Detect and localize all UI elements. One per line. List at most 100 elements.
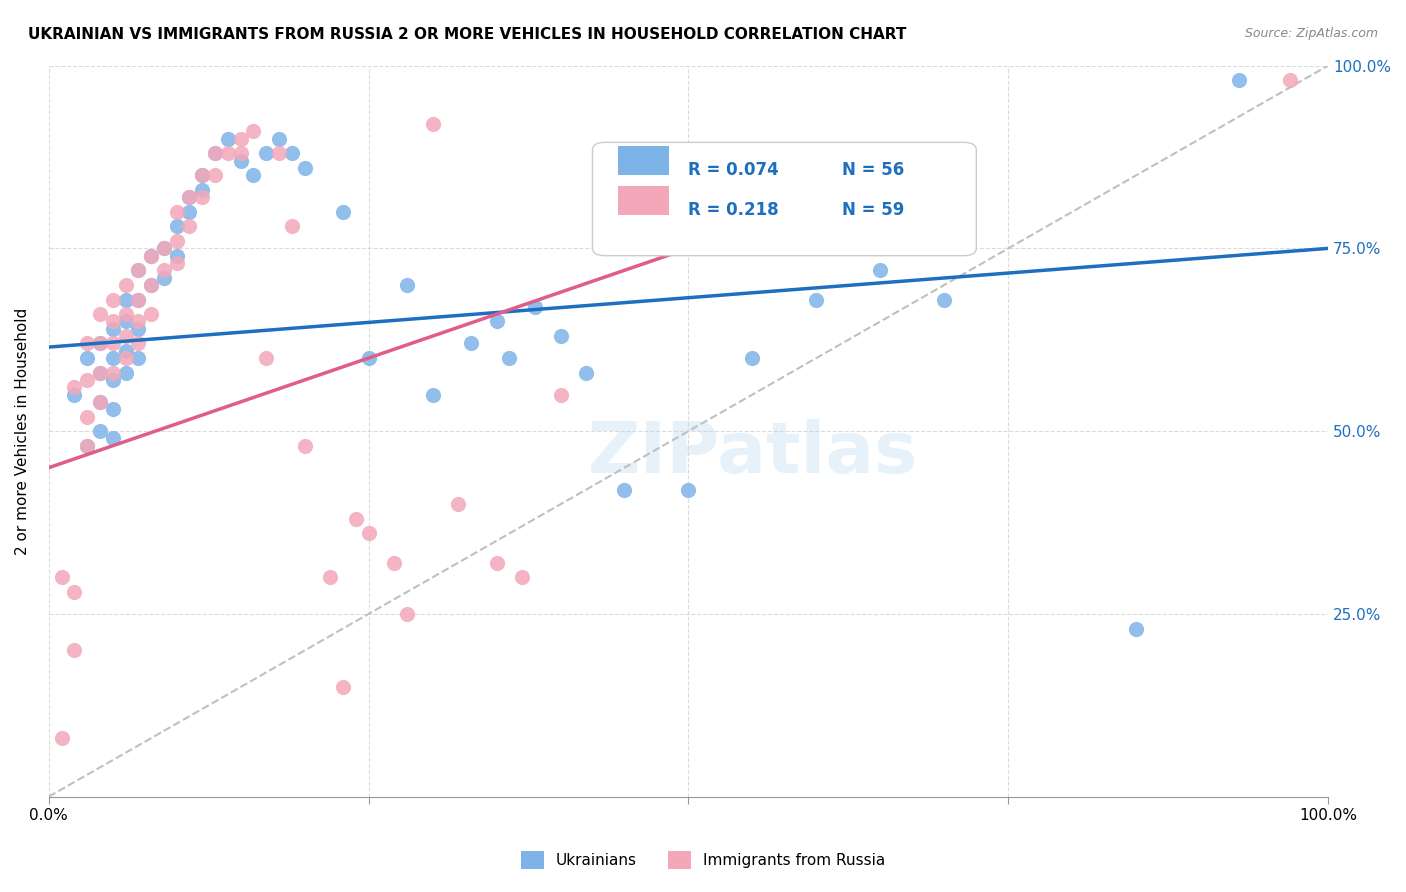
Point (229, 132, 252, 146)
Point (114, 366, 136, 380)
Point (254, 146, 277, 161)
Point (575, 366, 598, 380)
Point (101, 366, 124, 380)
Point (382, 556, 405, 570)
Point (869, 263, 891, 277)
Point (114, 293, 136, 307)
Point (1278, 73, 1301, 87)
Point (422, 387, 444, 401)
Point (139, 277, 162, 292)
Point (217, 146, 239, 161)
Point (114, 343, 136, 358)
Point (76, 439, 98, 453)
Point (179, 190, 201, 204)
Point (485, 556, 508, 570)
Point (229, 153, 252, 168)
Point (204, 146, 226, 161)
Point (934, 293, 956, 307)
Point (191, 190, 214, 204)
Point (101, 336, 124, 351)
Y-axis label: 2 or more Vehicles in Household: 2 or more Vehicles in Household (15, 308, 30, 555)
Point (217, 132, 239, 146)
Point (242, 168, 264, 182)
Point (166, 219, 188, 234)
Point (166, 204, 188, 219)
Point (1227, 73, 1250, 87)
Point (153, 270, 176, 285)
Text: ZIPatlas: ZIPatlas (588, 418, 918, 488)
Point (114, 307, 136, 321)
Point (422, 117, 444, 131)
Point (114, 351, 136, 365)
Point (523, 300, 546, 314)
Point (294, 439, 316, 453)
Point (89, 366, 111, 380)
Point (139, 307, 162, 321)
Point (242, 124, 264, 138)
Point (114, 329, 136, 343)
Point (741, 351, 763, 365)
Point (166, 256, 188, 270)
Point (127, 263, 149, 277)
Point (191, 168, 214, 182)
Point (204, 168, 226, 182)
Point (281, 219, 304, 234)
Point (76, 373, 98, 387)
Point (101, 293, 124, 307)
Point (76, 439, 98, 453)
Point (51, 570, 73, 584)
Point (89, 336, 111, 351)
Point (550, 329, 572, 343)
Point (63, 585, 86, 599)
Point (101, 402, 124, 417)
Point (294, 161, 316, 175)
Text: R = 0.218: R = 0.218 (689, 201, 779, 219)
Point (127, 322, 149, 336)
Point (51, 731, 73, 746)
Point (166, 249, 188, 263)
Point (127, 314, 149, 328)
Point (319, 570, 342, 584)
Point (281, 146, 304, 161)
Point (127, 336, 149, 351)
Point (127, 293, 149, 307)
Point (254, 351, 277, 365)
Point (153, 263, 176, 277)
Text: N = 56: N = 56 (842, 161, 904, 178)
Point (332, 204, 354, 219)
FancyBboxPatch shape (619, 186, 669, 216)
Point (114, 314, 136, 328)
Point (267, 146, 290, 161)
Point (76, 351, 98, 365)
Point (179, 190, 201, 204)
Point (139, 249, 162, 263)
Point (139, 249, 162, 263)
Point (101, 314, 124, 328)
Point (101, 351, 124, 365)
Legend: Ukrainians, Immigrants from Russia: Ukrainians, Immigrants from Russia (515, 845, 891, 875)
Point (153, 241, 176, 255)
Point (678, 483, 700, 497)
Point (357, 351, 380, 365)
Point (332, 680, 354, 694)
Point (395, 277, 418, 292)
Point (139, 277, 162, 292)
Point (101, 322, 124, 336)
Point (127, 351, 149, 365)
Point (191, 183, 214, 197)
Point (447, 497, 470, 511)
Point (613, 483, 636, 497)
Point (89, 395, 111, 409)
Point (101, 432, 124, 446)
Text: R = 0.074: R = 0.074 (689, 161, 779, 178)
Point (267, 132, 290, 146)
Point (1125, 622, 1147, 636)
Point (63, 387, 86, 401)
Point (76, 336, 98, 351)
Point (204, 146, 226, 161)
Point (460, 336, 482, 351)
Point (153, 241, 176, 255)
Point (510, 570, 533, 584)
Point (76, 409, 98, 424)
Point (498, 351, 520, 365)
